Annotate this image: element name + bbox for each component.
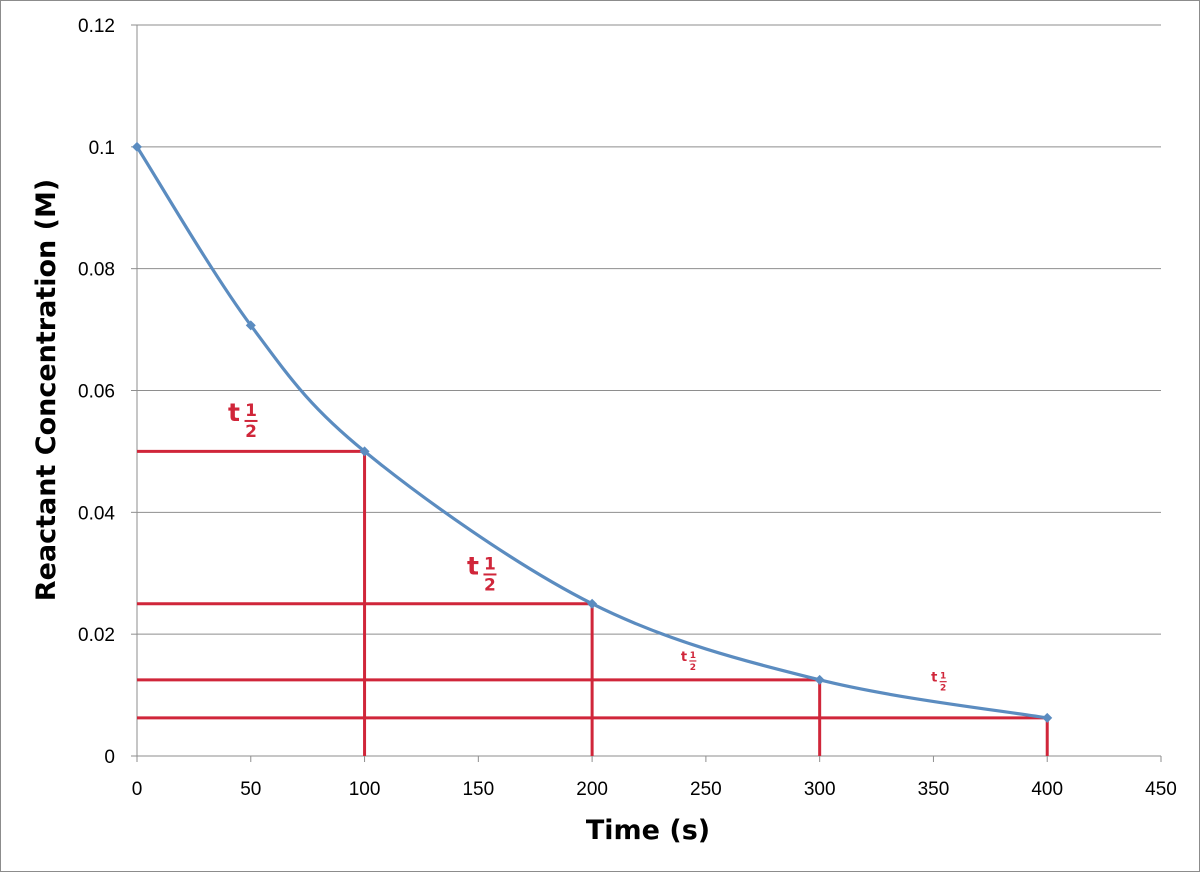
data-point (1042, 712, 1053, 723)
x-tick-label: 100 (349, 779, 381, 800)
half-life-label: t 1 2 (931, 671, 947, 694)
y-tick-label: 0 (104, 747, 115, 768)
y-tick-label: 0.02 (78, 625, 115, 646)
half-life-t: t (467, 551, 479, 580)
half-life-numerator: 1 (690, 651, 696, 661)
x-tick-label: 50 (240, 779, 261, 800)
series-line (135, 145, 1048, 720)
tick-labels: 0 0.02 0.04 0.06 0.08 0.1 0.12 0 50 100 150 200 250 3… (78, 16, 1177, 800)
data-point (587, 598, 598, 609)
half-life-label: t 1 2 (681, 650, 697, 673)
series (132, 141, 1053, 723)
y-tick-label: 0.1 (89, 138, 115, 159)
x-tick-label: 0 (132, 779, 143, 800)
x-tick-label: 400 (1031, 779, 1063, 800)
y-tick-label: 0.08 (78, 260, 115, 281)
half-life-t: t (228, 398, 240, 427)
x-tick-label: 350 (918, 779, 950, 800)
x-tick-label: 200 (576, 779, 608, 800)
x-axis-title: Time (s) (586, 815, 710, 846)
half-life-denominator: 2 (484, 575, 496, 595)
x-tick-label: 250 (690, 779, 722, 800)
half-life-label: t 12 (467, 551, 497, 595)
x-tick-label: 150 (462, 779, 494, 800)
y-axis-title: Reactant Concentration (M) (31, 179, 62, 601)
half-life-denominator: 2 (690, 663, 696, 673)
half-life-t: t (931, 671, 937, 686)
annotations: t 12t 12t 12t 12 (228, 398, 947, 694)
x-tick-label: 300 (804, 779, 836, 800)
half-life-label: t 12 (228, 398, 258, 442)
data-point (132, 141, 142, 152)
half-life-numerator: 1 (484, 554, 496, 574)
half-life-numerator: 1 (245, 401, 257, 421)
half-life-denominator: 2 (245, 422, 257, 442)
half-life-denominator: 2 (940, 684, 946, 694)
y-tick-label: 0.06 (78, 382, 115, 403)
half-life-t: t (681, 650, 687, 665)
axes (131, 24, 1162, 762)
half-life-guides (137, 449, 1049, 756)
y-tick-label: 0.04 (78, 503, 115, 524)
y-tick-label: 0.12 (78, 16, 115, 37)
gridlines (137, 24, 1161, 635)
data-point (359, 446, 370, 457)
data-point (814, 674, 825, 685)
half-life-numerator: 1 (940, 672, 946, 682)
data-point (245, 320, 256, 331)
x-tick-label: 450 (1145, 779, 1177, 800)
